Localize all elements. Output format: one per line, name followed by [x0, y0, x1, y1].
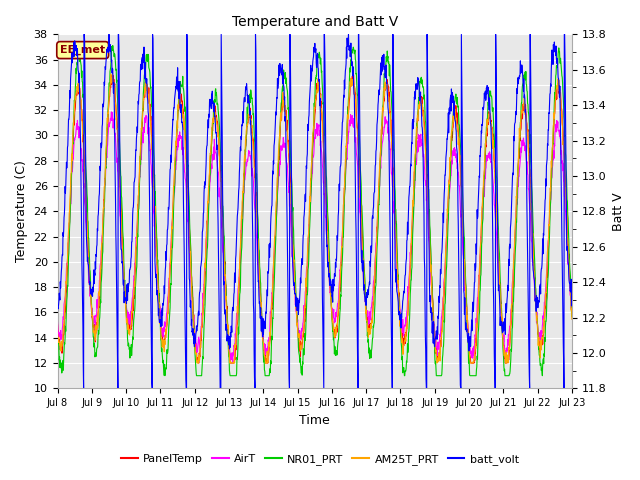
Legend: PanelTemp, AirT, NR01_PRT, AM25T_PRT, batt_volt: PanelTemp, AirT, NR01_PRT, AM25T_PRT, ba… — [116, 450, 524, 469]
Title: Temperature and Batt V: Temperature and Batt V — [232, 15, 398, 29]
Y-axis label: Batt V: Batt V — [612, 192, 625, 231]
Text: EE_met: EE_met — [60, 45, 105, 55]
X-axis label: Time: Time — [300, 414, 330, 427]
Y-axis label: Temperature (C): Temperature (C) — [15, 160, 28, 262]
